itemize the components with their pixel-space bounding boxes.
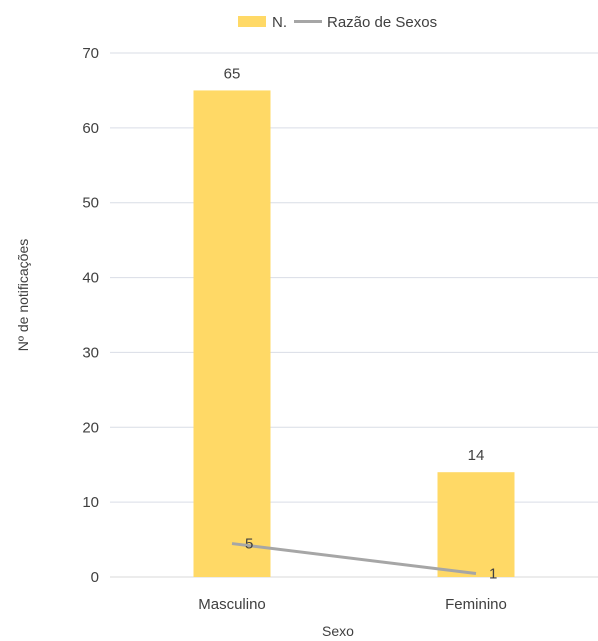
gridlines	[110, 52, 598, 578]
legend-label-bar: N.	[272, 14, 287, 31]
legend-swatch-bar	[238, 16, 266, 27]
y-tick-label: 40	[82, 270, 99, 287]
bar-value-label: 65	[224, 65, 241, 82]
x-tick-label: Feminino	[445, 596, 507, 613]
y-tick-label: 60	[82, 120, 99, 137]
y-axis-title: Nº de notificações	[15, 239, 31, 352]
x-tick-label: Masculino	[198, 596, 266, 613]
bar-feminino	[437, 472, 515, 577]
y-tick-label: 70	[82, 45, 99, 62]
y-tick-label: 0	[91, 569, 99, 586]
line-value-label: 5	[245, 536, 253, 553]
y-tick-label: 20	[82, 419, 99, 436]
ratio-series-line	[231, 542, 477, 576]
bars: 65 14	[193, 65, 515, 577]
x-axis-title: Sexo	[322, 623, 354, 639]
line-value-label: 1	[489, 566, 497, 583]
y-tick-label: 30	[82, 344, 99, 361]
legend: N. Razão de Sexos	[238, 14, 437, 31]
legend-label-line: Razão de Sexos	[327, 14, 437, 31]
x-axis-ticks: Masculino Feminino	[198, 596, 507, 613]
y-axis-ticks: 0 10 20 30 40 50 60 70	[82, 45, 99, 586]
bar-value-label: 14	[468, 447, 485, 464]
y-tick-label: 50	[82, 195, 99, 212]
y-tick-label: 10	[82, 494, 99, 511]
ratio-line: 51	[231, 536, 497, 583]
bar-masculino	[193, 90, 271, 577]
